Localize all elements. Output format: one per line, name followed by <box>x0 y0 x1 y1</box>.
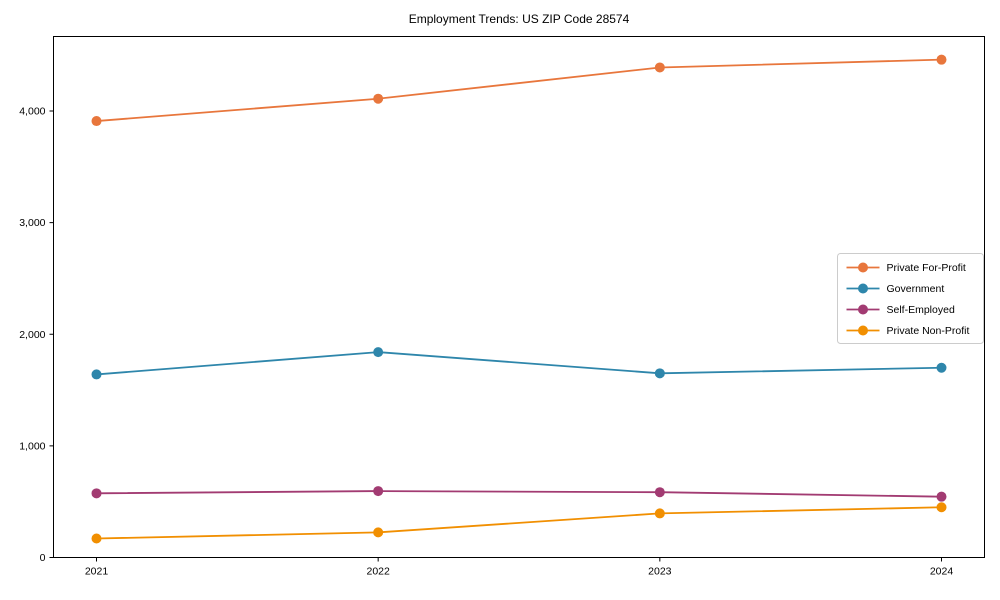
x-axis-tick-label: 2022 <box>366 566 390 578</box>
y-axis-tick-label: 1,000 <box>19 440 45 452</box>
series-marker-private-for-profit <box>936 54 947 65</box>
series-marker-private-non-profit <box>91 533 102 544</box>
y-axis-tick-label: 0 <box>40 552 46 564</box>
legend-box <box>837 253 984 344</box>
series-marker-government <box>91 369 102 380</box>
series-marker-self-employed <box>373 486 384 497</box>
legend-marker-private-non-profit <box>858 325 868 336</box>
y-axis-tick-label: 2,000 <box>19 329 45 341</box>
series-line-government <box>96 351 942 376</box>
legend-marker-government <box>858 283 868 294</box>
series-line-private-non-profit <box>96 506 942 540</box>
x-axis-tick-label: 2024 <box>930 566 954 578</box>
series-marker-private-non-profit <box>373 527 384 538</box>
legend-label-private-for-profit: Private For-Profit <box>887 262 966 274</box>
series-line-private-for-profit <box>96 58 942 122</box>
plot-frame <box>53 36 985 558</box>
series-marker-private-for-profit <box>373 93 384 104</box>
legend-label-government: Government <box>887 283 945 295</box>
series-marker-self-employed <box>654 487 665 498</box>
legend-label-self-employed: Self-Employed <box>887 304 955 316</box>
x-axis-tick-label: 2023 <box>648 566 672 578</box>
series-marker-self-employed <box>936 491 947 502</box>
series-marker-government <box>373 347 384 358</box>
series-marker-private-non-profit <box>654 508 665 519</box>
series-marker-government <box>654 368 665 379</box>
y-axis-tick-label: 4,000 <box>19 106 45 118</box>
y-axis-tick-label: 3,000 <box>19 217 45 229</box>
legend-marker-private-for-profit <box>858 262 868 273</box>
series-marker-private-for-profit <box>654 62 665 73</box>
chart-title: Employment Trends: US ZIP Code 28574 <box>408 12 630 26</box>
series-marker-private-for-profit <box>91 116 102 127</box>
x-axis-tick-label: 2021 <box>85 566 109 578</box>
series-marker-government <box>936 362 947 373</box>
legend-label-private-non-profit: Private Non-Profit <box>887 325 970 337</box>
series-marker-private-non-profit <box>936 502 947 513</box>
series-line-self-employed <box>96 490 942 498</box>
legend-marker-self-employed <box>858 304 868 315</box>
series-marker-self-employed <box>91 488 102 499</box>
